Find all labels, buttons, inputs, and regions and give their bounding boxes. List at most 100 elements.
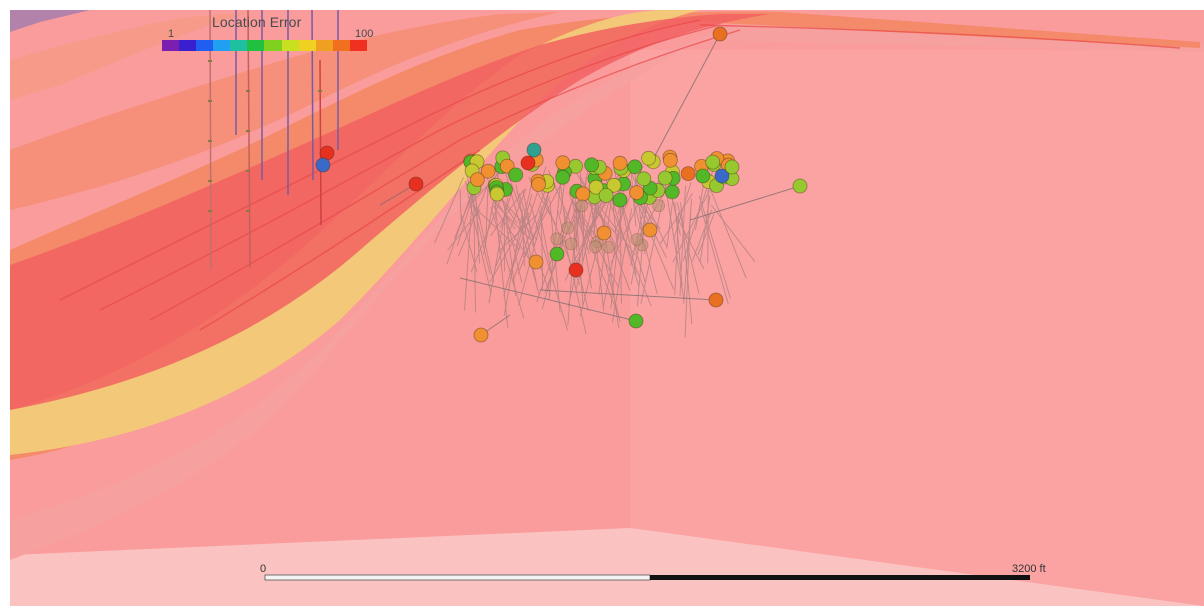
trajectory-line: [522, 191, 535, 247]
trajectory-line: [568, 192, 590, 255]
trajectory-line: [640, 199, 664, 304]
trajectory-line: [699, 195, 711, 263]
trajectory-line: [612, 197, 618, 242]
event-sphere[interactable]: [550, 232, 564, 246]
legend-max-label: 100: [355, 28, 374, 40]
event-sphere[interactable]: [714, 168, 730, 184]
event-sphere[interactable]: [568, 262, 584, 278]
event-sphere[interactable]: [564, 237, 578, 251]
trajectory-line: [636, 208, 646, 307]
event-sphere[interactable]: [584, 157, 599, 173]
event-sphere[interactable]: [549, 246, 565, 262]
event-sphere[interactable]: [575, 186, 591, 202]
event-sphere[interactable]: [664, 184, 680, 200]
trajectory-line: [517, 196, 551, 275]
purple-sliver: [10, 10, 90, 32]
event-sphere[interactable]: [588, 179, 604, 195]
event-sphere[interactable]: [555, 169, 571, 185]
event-sphere[interactable]: [480, 163, 496, 179]
legend-swatch: [315, 40, 333, 51]
event-sphere[interactable]: [657, 170, 673, 186]
trajectory-line: [571, 198, 620, 317]
event-sphere[interactable]: [627, 159, 643, 175]
trajectory-line: [540, 205, 544, 290]
event-sphere[interactable]: [315, 157, 331, 173]
event-sphere[interactable]: [508, 167, 524, 183]
event-sphere[interactable]: [792, 178, 808, 194]
event-sphere[interactable]: [606, 177, 622, 193]
legend-swatch: [349, 40, 367, 51]
trajectory-line: [515, 184, 539, 290]
event-sphere[interactable]: [499, 158, 515, 174]
event-sphere[interactable]: [652, 199, 665, 213]
event-sphere[interactable]: [489, 186, 505, 202]
trajectory-line: [490, 188, 525, 237]
event-sphere[interactable]: [528, 254, 544, 270]
event-sphere[interactable]: [598, 187, 614, 203]
trajectory-line: [590, 202, 605, 312]
trajectory-line: [683, 198, 693, 304]
stratum-orange-outer: [10, 11, 1200, 460]
event-sphere[interactable]: [629, 185, 644, 201]
event-sphere[interactable]: [473, 327, 489, 343]
trajectory-line: [493, 188, 527, 271]
stratum-hot: [10, 14, 770, 410]
trajectory-line: [464, 182, 474, 311]
trajectory-line: [505, 167, 551, 295]
event-sphere[interactable]: [561, 221, 575, 235]
lower-slab: [10, 528, 1204, 606]
right-face: [630, 50, 1204, 606]
trajectory-line: [679, 185, 686, 296]
event-sphere[interactable]: [531, 176, 546, 192]
trajectory-line: [609, 202, 652, 307]
legend-swatch: [179, 40, 197, 51]
legend-min-label: 1: [168, 28, 175, 40]
trajectory-line: [567, 201, 578, 326]
event-sphere[interactable]: [705, 154, 721, 170]
event-sphere[interactable]: [695, 168, 711, 184]
legend-swatch: [230, 40, 248, 51]
event-sphere[interactable]: [555, 155, 571, 171]
event-sphere[interactable]: [469, 172, 485, 188]
event-sphere[interactable]: [663, 152, 678, 168]
event-sphere[interactable]: [526, 142, 542, 158]
event-sphere[interactable]: [612, 192, 628, 208]
event-sphere[interactable]: [636, 171, 652, 187]
trajectory-cluster: [434, 164, 756, 338]
trajectory-line: [460, 213, 478, 273]
trajectory-line: [602, 197, 627, 308]
trajectory-line: [467, 193, 492, 295]
event-sphere[interactable]: [596, 225, 612, 241]
event-sphere[interactable]: [642, 222, 658, 238]
trajectory-line: [672, 182, 692, 241]
event-sphere[interactable]: [630, 233, 644, 246]
trajectory-line: [590, 187, 631, 291]
event-sphere[interactable]: [708, 292, 724, 308]
trajectory-line: [470, 204, 521, 251]
event-sphere[interactable]: [680, 166, 696, 182]
trajectory-line: [663, 178, 685, 302]
trajectory-line: [710, 204, 756, 262]
strata-streaks: [59, 19, 1181, 331]
legend-swatch: [162, 40, 180, 51]
legend-swatch: [247, 40, 265, 51]
event-sphere[interactable]: [628, 313, 644, 329]
event-sphere[interactable]: [408, 176, 424, 192]
event-spheres[interactable]: [315, 26, 808, 343]
trajectory-line: [492, 204, 534, 266]
trajectory-line: [503, 212, 523, 317]
event-sphere[interactable]: [575, 199, 589, 213]
trajectory-line: [578, 208, 592, 289]
event-sphere[interactable]: [641, 150, 656, 166]
trajectory-line: [698, 195, 731, 299]
event-sphere[interactable]: [612, 155, 628, 171]
event-sphere[interactable]: [712, 26, 728, 42]
trajectory-line: [624, 172, 667, 258]
event-sphere[interactable]: [588, 240, 602, 254]
trajectory-line: [511, 190, 546, 283]
event-sphere[interactable]: [602, 240, 615, 254]
event-sphere[interactable]: [724, 159, 740, 175]
event-sphere[interactable]: [520, 155, 536, 171]
